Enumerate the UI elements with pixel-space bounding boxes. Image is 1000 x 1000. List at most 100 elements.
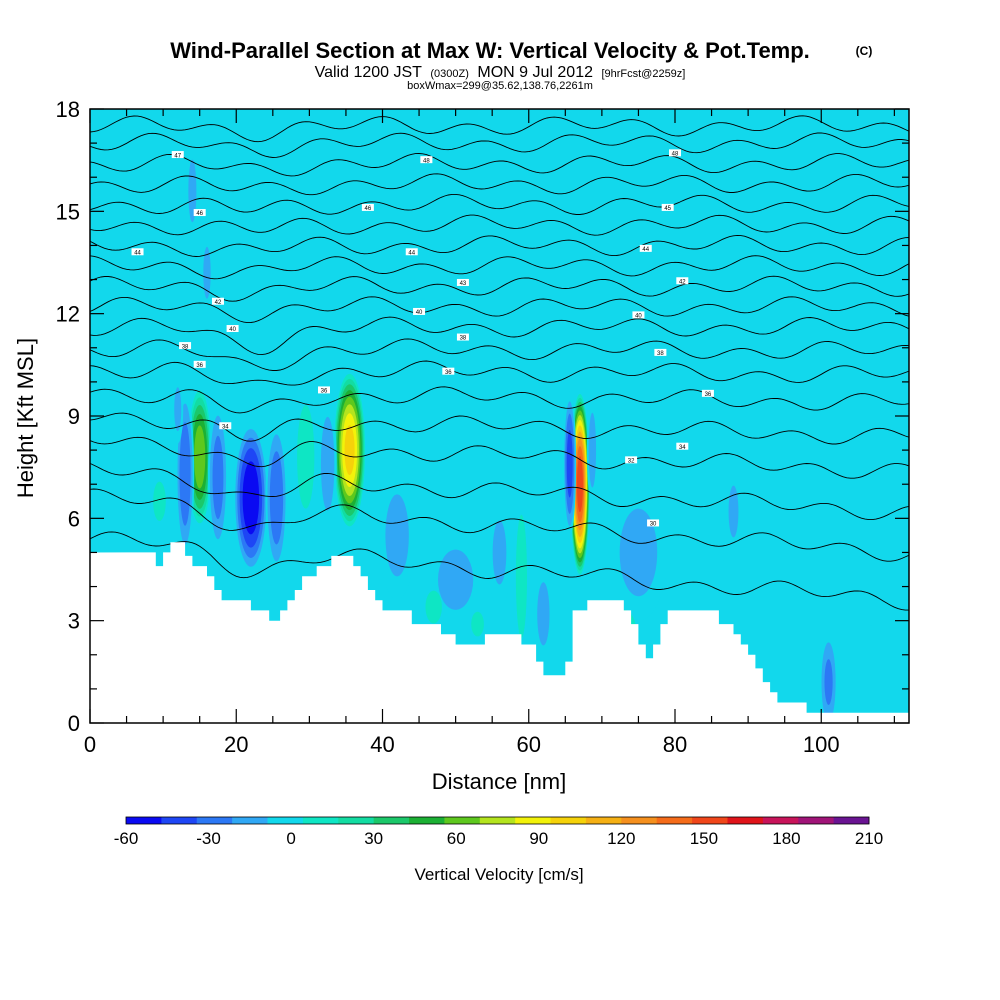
pot-temp-line-48: [90, 115, 909, 143]
contour-label-36: 36: [701, 389, 714, 398]
contour-label-bg: [171, 151, 184, 159]
velocity-cell-28: [425, 590, 442, 624]
velocity-cell-5: [334, 373, 366, 527]
pot-temp-line-32: [90, 488, 909, 562]
contour-label-text: 36: [705, 392, 712, 398]
colorbar-tick-label: -60: [114, 829, 139, 848]
velocity-cell-12: [201, 234, 213, 312]
velocity-cell-3: [233, 421, 269, 575]
pot-temp-line-40: [90, 296, 909, 324]
contour-label-44: 44: [405, 248, 418, 256]
colorbar-label: Vertical Velocity [cm/s]: [414, 865, 583, 884]
velocity-level: [783, 611, 816, 657]
colorbar-swatch: [267, 817, 304, 824]
chart-title: Wind-Parallel Section at Max W: Vertical…: [170, 38, 810, 63]
velocity-level: [515, 514, 527, 638]
velocity-level: [566, 429, 573, 498]
contour-label-36: 36: [193, 360, 206, 369]
copyright-mark: (C): [856, 44, 873, 58]
velocity-cell-22: [726, 473, 741, 550]
contour-label-bg: [211, 297, 224, 305]
velocity-level: [471, 611, 484, 637]
contour-labels: 30 32 34 34 36 36 38 38 40 40 42 43 44 45 46 46 47 48 48 44…: [131, 149, 714, 528]
velocity-level: [179, 422, 191, 526]
forecast-tag: [9hrFcst@2259z]: [601, 68, 685, 80]
x-tick-label: 80: [663, 732, 687, 757]
x-tick-label: 100: [803, 732, 840, 757]
velocity-cell-13: [172, 375, 184, 444]
velocity-cell-18: [515, 514, 527, 638]
x-tick-label: 20: [224, 732, 248, 757]
contour-label-text: 36: [445, 370, 452, 376]
colorbar-swatch: [762, 817, 799, 824]
contour-label-text: 40: [635, 314, 642, 320]
contour-label-44: 44: [639, 244, 652, 253]
contour-label-bg: [669, 149, 681, 157]
contour-label-text: 44: [134, 250, 141, 256]
colorbar-swatch: [338, 817, 375, 824]
contour-label-text: 43: [460, 281, 467, 287]
velocity-level: [537, 582, 550, 646]
contour-label-text: 46: [196, 211, 203, 217]
contour-label-text: 36: [321, 389, 328, 395]
y-tick-label: 15: [56, 199, 80, 224]
velocity-level: [811, 214, 860, 550]
pot-temp-line-44: [90, 234, 909, 257]
contour-label-bg: [676, 442, 689, 450]
colorbar-tick-label: 150: [690, 829, 718, 848]
pot-temp-line-46: [90, 193, 909, 215]
contour-label-text: 42: [215, 300, 222, 306]
y-tick-label: 0: [68, 711, 80, 736]
contour-label-bg: [193, 360, 206, 368]
contour-label-text: 38: [460, 336, 467, 342]
velocity-level: [588, 412, 597, 488]
contour-label-46: 46: [193, 209, 206, 217]
velocity-level: [136, 383, 161, 415]
contour-label-36: 36: [442, 367, 455, 376]
contour-label-bg: [179, 342, 192, 350]
contour-label-text: 44: [408, 250, 415, 256]
valid-time: Valid 1200 JST (0300Z) MON 9 Jul 2012 [9…: [315, 64, 686, 81]
velocity-cell-30: [715, 559, 737, 600]
contour-label-text: 38: [657, 351, 664, 357]
colorbar-swatch: [727, 817, 764, 824]
contour-label-bg: [661, 203, 674, 211]
y-tick-label: 3: [68, 609, 80, 634]
velocity-level: [203, 246, 211, 299]
colorbar-tick-label: -30: [196, 829, 221, 848]
box-wmax-text: boxWmax=299@35.62,138.76,2261m: [407, 80, 593, 92]
contour-label-42: 42: [676, 277, 689, 285]
contour-label-text: 48: [423, 158, 430, 164]
contour-label-text: 47: [174, 153, 181, 159]
colorbar-tick-label: 180: [772, 829, 800, 848]
velocity-level: [425, 590, 442, 624]
contour-label-text: 44: [642, 247, 649, 253]
colorbar-swatch: [585, 817, 622, 824]
colorbar-tick-label: 0: [286, 829, 295, 848]
velocity-level: [269, 451, 284, 545]
velocity-cell-19: [487, 497, 512, 608]
pot-temp-line-47: [90, 153, 909, 177]
contour-label-text: 40: [229, 327, 236, 333]
contour-label-40: 40: [226, 325, 239, 333]
colorbar-swatch: [126, 817, 162, 824]
contour-label-bg: [226, 325, 239, 333]
contour-label-40: 40: [413, 307, 426, 316]
velocity-cell-16: [378, 471, 416, 600]
contour-label-bg: [318, 386, 330, 394]
contour-label-40: 40: [632, 311, 645, 320]
contour-label-34: 34: [219, 422, 232, 430]
valid-time-date: MON 9 Jul 2012: [477, 64, 593, 81]
pot-temp-line-30: [90, 531, 909, 611]
contour-label-text: 34: [679, 445, 686, 451]
contour-label-bg: [193, 209, 206, 217]
colorbar-swatch: [550, 817, 587, 824]
contour-label-bg: [639, 244, 652, 252]
y-axis-label: Height [Kft MSL]: [13, 338, 38, 498]
colorbar-swatch: [161, 817, 198, 824]
valid-time-zulu: (0300Z): [430, 68, 469, 80]
pot-temp-line-36: [90, 386, 909, 414]
colorbar-frame: [125, 816, 870, 825]
velocity-cell-15: [136, 383, 161, 415]
